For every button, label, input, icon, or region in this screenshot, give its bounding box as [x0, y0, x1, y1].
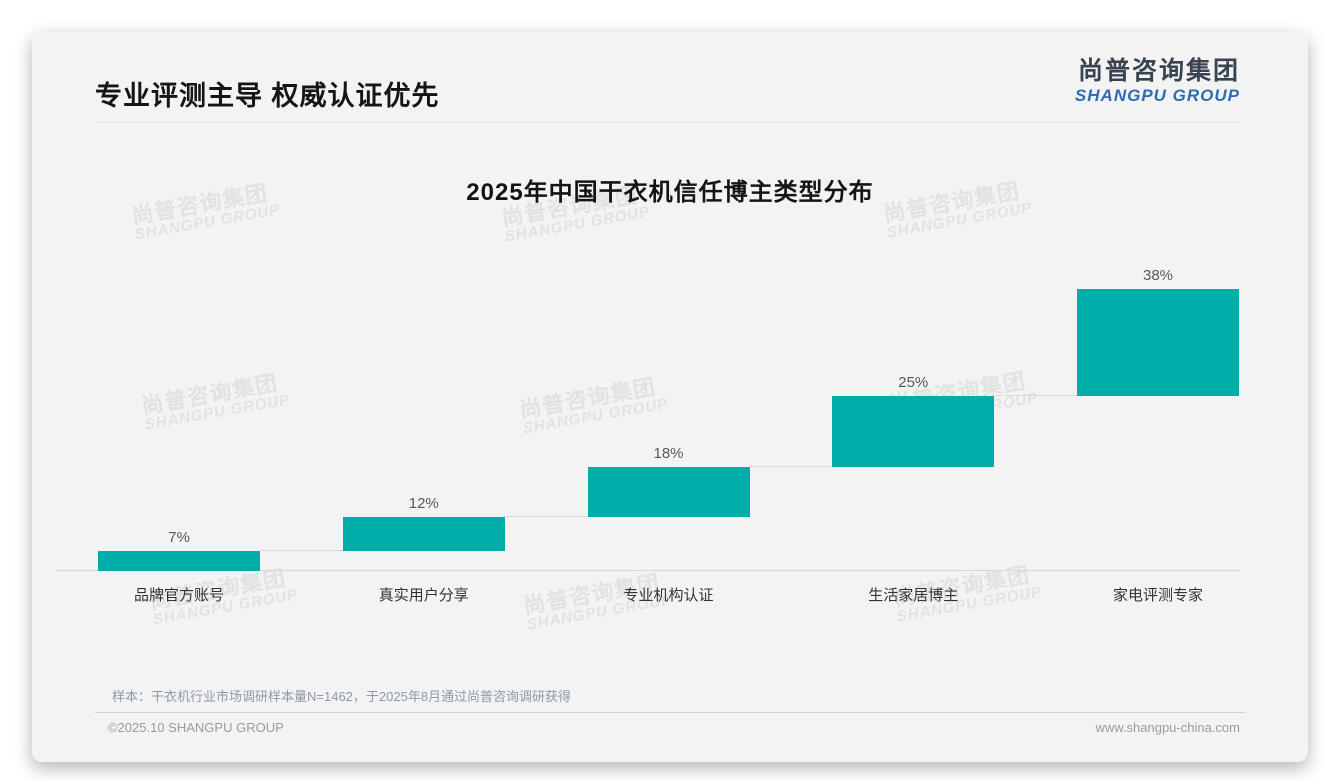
category-label-4: 生活家居博主	[868, 587, 959, 604]
category-label-5: 家电评测专家	[1112, 587, 1203, 604]
step-connector-1	[260, 550, 343, 552]
step-connector-3	[749, 465, 833, 467]
step-connector-2	[504, 516, 588, 518]
bar-value-label-3: 18%	[653, 444, 684, 462]
category-label-1: 品牌官方账号	[133, 587, 224, 604]
x-axis-line	[56, 570, 1240, 571]
bar-value-label-2: 12%	[408, 495, 439, 513]
chart-bar-3	[587, 466, 750, 518]
step-connector-4	[994, 395, 1077, 397]
header-divider	[95, 122, 1240, 123]
logo-en-text: SHANGPU GROUP	[1074, 85, 1240, 105]
slide-card: 尚普咨询集团 SHANGPU GROUP 尚普咨询集团 SHANGPU GROUP 尚普…	[32, 32, 1308, 762]
chart-bar-5	[1077, 289, 1239, 397]
bar-value-label-1: 7%	[168, 529, 190, 547]
category-label-3: 专业机构认证	[623, 587, 714, 604]
bar-value-label-5: 38%	[1142, 267, 1174, 284]
chart-title: 2025年中国干衣机信任博主类型分布	[466, 179, 874, 206]
chart-bar-1	[98, 551, 260, 571]
chart-bar-4	[832, 396, 995, 467]
chart-bar-2	[342, 517, 505, 552]
footer-divider	[95, 712, 1245, 713]
logo-cn-text: 尚普咨询集团	[1077, 57, 1240, 85]
chart-plot-area: 7% 品牌官方账号 12% 真实用户分享 18% 专业机构认证 25% 生活家居博主 38% 家电…	[56, 267, 1240, 604]
page-title: 专业评测主导 权威认证优先	[95, 81, 440, 111]
category-label-2: 真实用户分享	[378, 587, 469, 604]
footer-copyright: ©2025.10 SHANGPU GROUP	[108, 720, 284, 735]
company-logo: 尚普咨询集团 SHANGPU GROUP	[1074, 57, 1240, 105]
footer-website: www.shangpu-china.com	[1095, 720, 1240, 735]
sample-note: 样本：干衣机行业市场调研样本量N=1462，于2025年8月通过尚普咨询调研获得	[112, 689, 572, 704]
bar-value-label-4: 25%	[898, 374, 929, 392]
